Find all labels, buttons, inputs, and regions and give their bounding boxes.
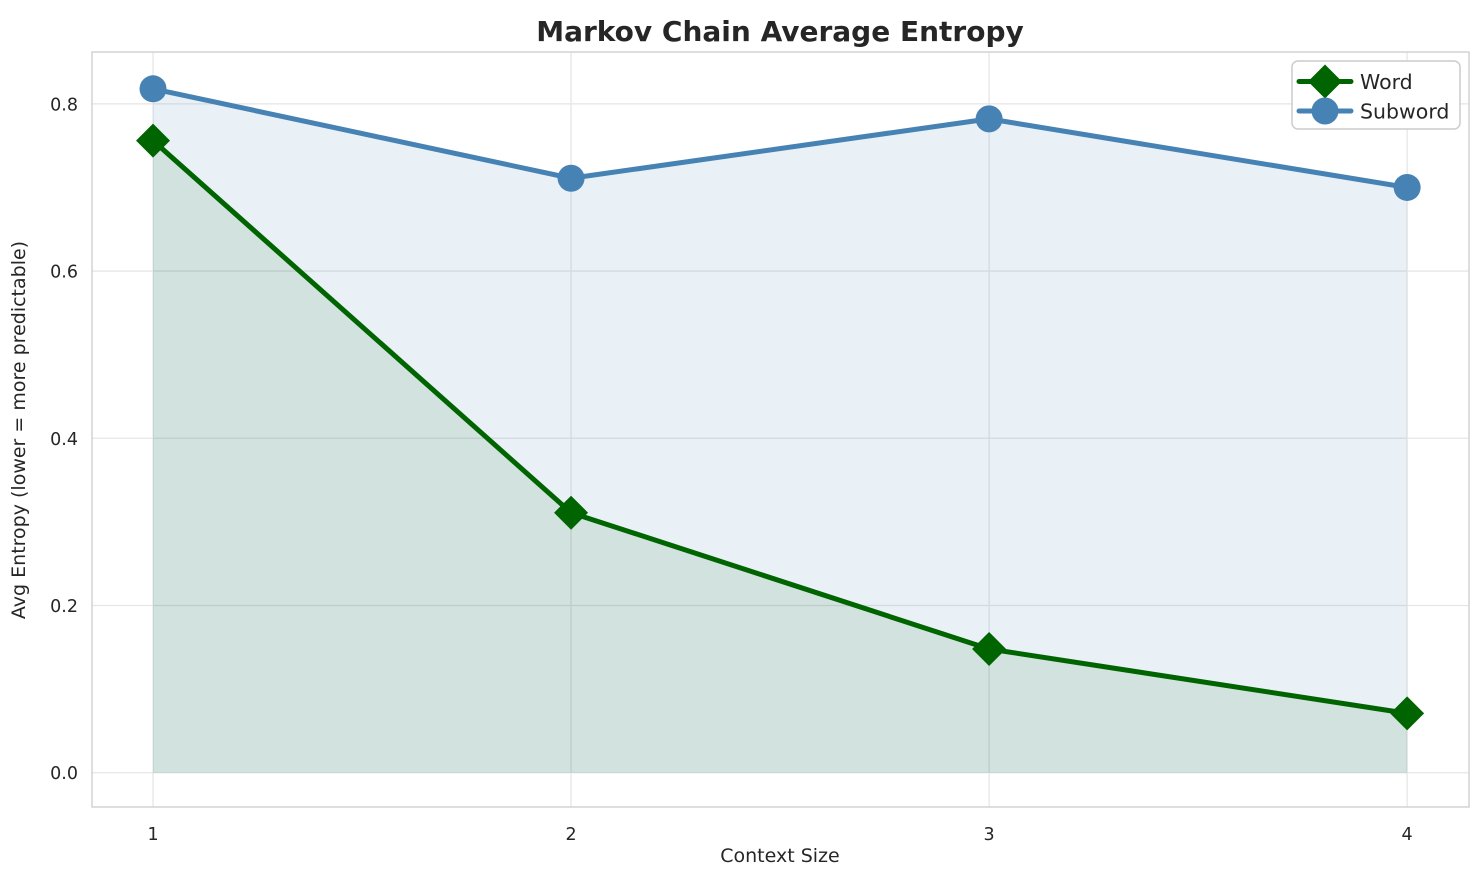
- area-fill-word: [153, 140, 1408, 773]
- legend: Word Subword: [1291, 60, 1461, 130]
- x-tick-1: 1: [147, 825, 158, 845]
- gridlines: [92, 52, 1469, 807]
- legend-label-word: Word: [1360, 70, 1413, 94]
- plot-border: [91, 51, 1470, 808]
- x-tick-2: 2: [565, 825, 576, 845]
- area-fills: [153, 88, 1408, 773]
- series-lines: [150, 86, 1410, 716]
- legend-label-subword: Subword: [1360, 100, 1449, 124]
- y-tick-0.6: 0.6: [50, 263, 78, 283]
- y-tick-0.4: 0.4: [50, 430, 78, 450]
- chart-title: Markov Chain Average Entropy: [536, 15, 1024, 48]
- x-tick-3: 3: [984, 825, 995, 845]
- y-tick-0.8: 0.8: [50, 95, 78, 115]
- marker-subword-4: [1393, 173, 1421, 201]
- marker-word-2: [554, 495, 589, 530]
- legend-marker-word: [1308, 64, 1342, 99]
- axes-frame: [91, 51, 1470, 808]
- marker-word-1: [136, 123, 171, 158]
- marker-word-3: [972, 631, 1007, 666]
- y-tick-0.0: 0.0: [50, 764, 78, 784]
- area-fill-subword: [153, 88, 1408, 773]
- marker-subword-2: [557, 164, 585, 192]
- x-tick-4: 4: [1402, 825, 1413, 845]
- y-tick-labels: 0.0 0.2 0.4 0.6 0.8: [50, 95, 78, 784]
- line-subword: [150, 86, 1410, 190]
- marker-subword-3: [975, 105, 1003, 133]
- series-markers: [136, 75, 1425, 731]
- marker-word-4: [1390, 696, 1425, 731]
- line-word: [150, 138, 1410, 716]
- legend-markers: [1296, 64, 1354, 125]
- x-axis-label: Context Size: [720, 845, 839, 867]
- marker-subword-1: [139, 75, 167, 103]
- y-axis-label: Avg Entropy (lower = more predictable): [8, 241, 30, 619]
- y-tick-0.2: 0.2: [50, 597, 78, 617]
- x-tick-labels: 1 2 3 4: [147, 825, 1412, 845]
- legend-marker-subword: [1311, 97, 1339, 125]
